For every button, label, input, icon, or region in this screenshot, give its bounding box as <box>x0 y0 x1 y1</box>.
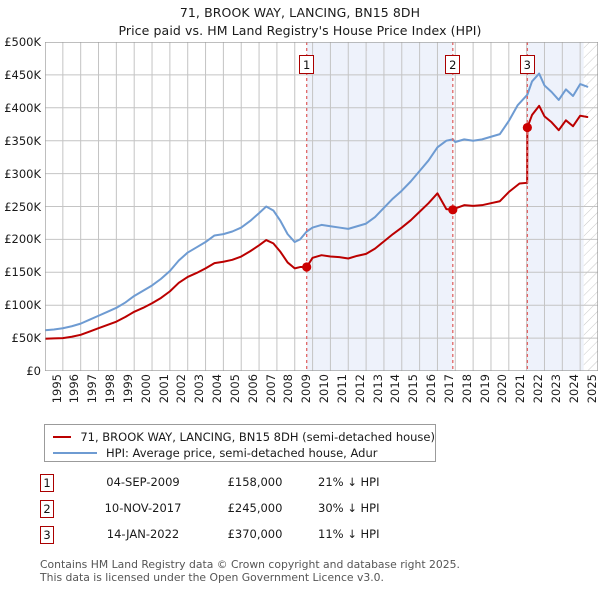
x-axis-tick-label: 2009 <box>299 374 314 404</box>
sale-hpi-delta: 21% ↓ HPI <box>318 475 380 489</box>
legend-swatch-hpi <box>53 451 97 454</box>
sale-price: £370,000 <box>227 527 283 541</box>
y-axis-labels: £0 £50K £100K £150K £200K £250K £300K £350K £400… <box>0 35 42 378</box>
sale-index-badge: 1 <box>40 474 54 492</box>
sale-date: 04-SEP-2009 <box>106 475 180 489</box>
y-axis-tick-label: £100K <box>4 298 41 313</box>
x-axis-tick-label: 1997 <box>85 374 100 404</box>
x-axis-tick-label: 2011 <box>334 374 349 404</box>
x-axis-tick-label: 1996 <box>67 374 82 404</box>
y-axis-tick-label: £450K <box>4 67 41 82</box>
title-line-1: 71, BROOK WAY, LANCING, BN15 8DH <box>179 5 421 20</box>
legend-label-hpi: HPI: Average price, semi-detached house,… <box>106 445 378 460</box>
sale-index-badge: 3 <box>40 526 54 544</box>
x-axis-tick-label: 2007 <box>263 374 278 404</box>
x-axis-tick-label: 2002 <box>174 374 189 404</box>
y-axis-tick-label: £350K <box>4 133 41 148</box>
x-axis-labels: 1995 1996 1997 1998 1999 2000 2001 2002 2003 2004… <box>45 374 599 422</box>
chart-marker-1: 1 <box>299 55 315 74</box>
x-axis-tick-label: 2012 <box>352 374 367 404</box>
x-axis-tick-label: 2019 <box>477 374 492 404</box>
title-line-2: Price paid vs. HM Land Registry's House … <box>118 23 482 38</box>
sale-index-badge: 2 <box>40 500 54 518</box>
footer-line-1: Contains HM Land Registry data © Crown c… <box>40 558 460 571</box>
x-axis-tick-label: 2005 <box>227 374 242 404</box>
x-axis-tick-label: 2006 <box>245 374 260 404</box>
sale-row: 3 14-JAN-2022 £370,000 11% ↓ HPI <box>40 524 470 550</box>
sale-date: 10-NOV-2017 <box>104 501 182 515</box>
y-axis-tick-label: £500K <box>4 35 41 49</box>
x-axis-tick-label: 1998 <box>103 374 118 404</box>
y-axis-tick-label: £50K <box>11 331 42 346</box>
sale-price: £245,000 <box>227 501 283 515</box>
sale-hpi-delta: 30% ↓ HPI <box>318 501 380 515</box>
footer-line-2: This data is licensed under the Open Gov… <box>40 571 384 584</box>
x-axis-tick-label: 2022 <box>531 374 546 404</box>
y-axis-tick-label: £150K <box>4 265 41 280</box>
sale-date: 14-JAN-2022 <box>106 527 180 541</box>
x-axis-tick-label: 2010 <box>317 374 332 404</box>
x-axis-tick-label: 2018 <box>459 374 474 404</box>
x-axis-tick-label: 2014 <box>388 374 403 404</box>
x-axis-tick-label: 2023 <box>548 374 563 404</box>
chart-plot-area <box>45 42 598 371</box>
chart-marker-2: 2 <box>445 55 461 74</box>
x-axis-tick-label: 1995 <box>49 374 64 404</box>
legend-label-property: 71, BROOK WAY, LANCING, BN15 8DH (semi-d… <box>80 429 435 444</box>
page-title: 71, BROOK WAY, LANCING, BN15 8DH Price p… <box>0 4 600 40</box>
legend-item-hpi: HPI: Average price, semi-detached house,… <box>45 445 435 460</box>
legend-swatch-property <box>53 435 72 438</box>
legend-item-property: 71, BROOK WAY, LANCING, BN15 8DH (semi-d… <box>45 429 435 444</box>
x-axis-tick-label: 2025 <box>584 374 599 404</box>
x-axis-tick-label: 2016 <box>424 374 439 404</box>
sale-row: 1 04-SEP-2009 £158,000 21% ↓ HPI <box>40 472 470 498</box>
y-axis-tick-label: £200K <box>4 232 41 247</box>
y-axis-tick-label: £250K <box>4 199 41 214</box>
x-axis-tick-label: 2017 <box>441 374 456 404</box>
x-axis-tick-label: 2013 <box>370 374 385 404</box>
y-axis-tick-label: £0 <box>26 364 41 378</box>
sale-row: 2 10-NOV-2017 £245,000 30% ↓ HPI <box>40 498 470 524</box>
y-axis-tick-label: £300K <box>4 166 41 181</box>
chart-legend: 71, BROOK WAY, LANCING, BN15 8DH (semi-d… <box>44 424 436 462</box>
chart-marker-3: 3 <box>519 55 535 74</box>
x-axis-tick-label: 2008 <box>281 374 296 404</box>
sales-table: 1 04-SEP-2009 £158,000 21% ↓ HPI 2 10-NOV-201… <box>40 472 470 550</box>
x-axis-tick-label: 2003 <box>192 374 207 404</box>
x-axis-tick-label: 2000 <box>138 374 153 404</box>
price-history-chart <box>45 42 598 371</box>
x-axis-tick-label: 2004 <box>210 374 225 404</box>
sale-hpi-delta: 11% ↓ HPI <box>318 527 380 541</box>
x-axis-tick-label: 2020 <box>495 374 510 404</box>
sale-price: £158,000 <box>227 475 283 489</box>
x-axis-tick-label: 2015 <box>406 374 421 404</box>
x-axis-tick-label: 1999 <box>120 374 135 404</box>
x-axis-tick-label: 2001 <box>156 374 171 404</box>
y-axis-tick-label: £400K <box>4 100 41 115</box>
x-axis-tick-label: 2021 <box>513 374 528 404</box>
footer-attribution: Contains HM Land Registry data © Crown c… <box>40 558 560 584</box>
x-axis-tick-label: 2024 <box>566 374 581 404</box>
